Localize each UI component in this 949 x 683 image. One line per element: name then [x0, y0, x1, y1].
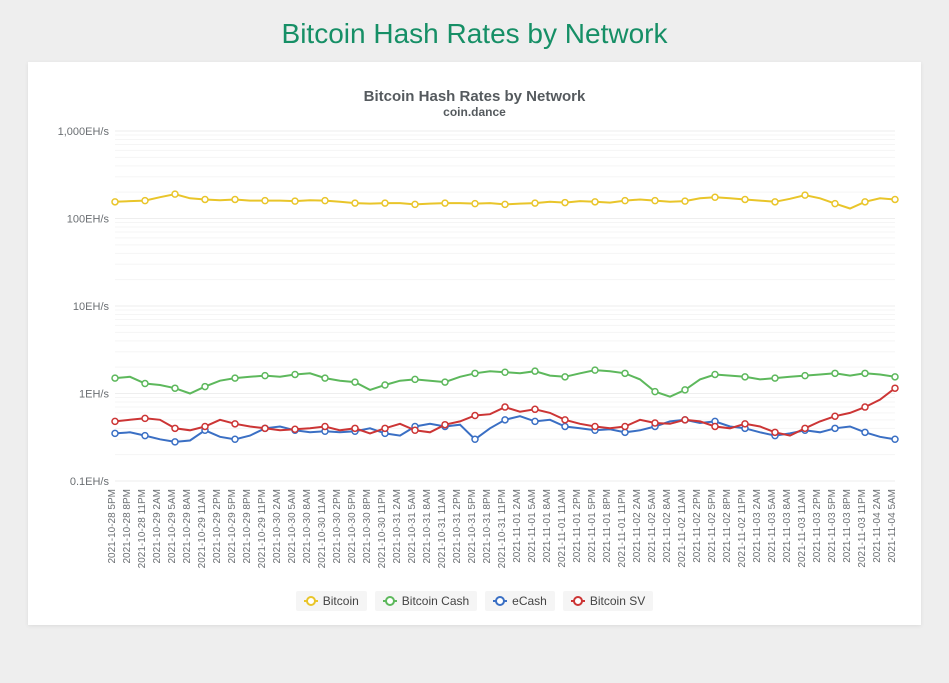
x-axis-label: 2021-11-03 5AM	[767, 489, 778, 563]
x-axis-label: 2021-10-31 8AM	[422, 489, 433, 564]
x-axis-label: 2021-11-01 5AM	[527, 489, 538, 563]
x-axis-label: 2021-11-03 8AM	[782, 489, 793, 563]
x-axis-label: 2021-10-28 5PM	[107, 489, 118, 564]
legend-swatch	[304, 600, 318, 602]
x-axis-label: 2021-11-04 2AM	[872, 489, 883, 563]
legend-label: eCash	[512, 594, 547, 608]
x-axis-label: 2021-10-29 5AM	[167, 489, 178, 564]
x-axis-label: 2021-11-03 2PM	[812, 489, 823, 563]
x-axis-label: 2021-10-31 5AM	[407, 489, 418, 564]
x-axis-label: 2021-11-02 2AM	[632, 489, 643, 563]
x-axis-label: 2021-10-29 2AM	[152, 489, 163, 564]
chart-card: Bitcoin Hash Rates by Network coin.dance…	[28, 62, 921, 625]
x-axis-label: 2021-11-02 5AM	[647, 489, 658, 563]
legend-item-bitcoin-cash[interactable]: Bitcoin Cash	[375, 591, 477, 611]
x-axis-label: 2021-10-31 2AM	[392, 489, 403, 564]
y-axis-label: 1EH/s	[79, 389, 109, 401]
x-axis-label: 2021-10-30 11AM	[317, 489, 328, 568]
legend-label: Bitcoin Cash	[402, 594, 469, 608]
x-axis-label: 2021-11-01 8AM	[542, 489, 553, 563]
x-axis-label: 2021-10-31 2PM	[452, 489, 463, 564]
x-axis-label: 2021-10-30 2AM	[272, 489, 283, 564]
x-axis-label: 2021-10-29 5PM	[227, 489, 238, 564]
x-axis-label: 2021-11-01 11PM	[617, 489, 628, 568]
x-axis-label: 2021-11-02 8PM	[722, 489, 733, 563]
legend-swatch	[571, 600, 585, 602]
legend-item-bitcoin-sv[interactable]: Bitcoin SV	[563, 591, 653, 611]
x-axis-label: 2021-10-31 5PM	[467, 489, 478, 564]
x-axis-label: 2021-11-03 8PM	[842, 489, 853, 563]
x-axis-label: 2021-11-01 2AM	[512, 489, 523, 563]
page-title: Bitcoin Hash Rates by Network	[0, 18, 949, 50]
legend-label: Bitcoin	[323, 594, 359, 608]
hashrate-chart: 0.1EH/s 1EH/s 10EH/s 100EH/s 1,000EH/s 2021-1…	[51, 125, 899, 585]
chart-title: Bitcoin Hash Rates by Network	[50, 88, 899, 105]
legend-swatch	[383, 600, 397, 602]
x-axis-label: 2021-10-30 8AM	[302, 489, 313, 564]
chart-subtitle: coin.dance	[50, 105, 899, 119]
y-axis-label: 100EH/s	[66, 214, 109, 226]
x-axis-label: 2021-11-02 8AM	[662, 489, 673, 563]
x-axis-label: 2021-11-03 11AM	[797, 489, 808, 568]
x-axis-label: 2021-11-03 5PM	[827, 489, 838, 563]
x-axis-label: 2021-10-28 8PM	[122, 489, 133, 564]
x-axis-label: 2021-10-29 8PM	[242, 489, 253, 564]
x-axis-label: 2021-11-02 11AM	[677, 489, 688, 568]
chart-legend: Bitcoin Bitcoin Cash eCash Bitcoin SV	[50, 591, 899, 611]
x-axis-label: 2021-11-01 8PM	[602, 489, 613, 563]
x-axis-label: 2021-11-02 2PM	[692, 489, 703, 563]
x-axis-label: 2021-11-02 11PM	[737, 489, 748, 568]
x-axis-label: 2021-10-30 8PM	[362, 489, 373, 564]
x-axis-label: 2021-11-03 11PM	[857, 489, 868, 568]
legend-item-bitcoin[interactable]: Bitcoin	[296, 591, 367, 611]
x-axis-label: 2021-10-30 11PM	[377, 489, 388, 568]
x-axis-label: 2021-10-31 11PM	[497, 489, 508, 568]
legend-item-ecash[interactable]: eCash	[485, 591, 555, 611]
x-axis-label: 2021-10-31 8PM	[482, 489, 493, 564]
x-axis-label: 2021-10-30 5PM	[347, 489, 358, 564]
x-axis-label: 2021-10-29 2PM	[212, 489, 223, 564]
y-axis-label: 1,000EH/s	[57, 126, 109, 138]
legend-label: Bitcoin SV	[590, 594, 645, 608]
x-axis-label: 2021-10-31 11AM	[437, 489, 448, 568]
x-axis-label: 2021-10-29 8AM	[182, 489, 193, 564]
x-axis-label: 2021-10-30 2PM	[332, 489, 343, 564]
y-axis-label: 0.1EH/s	[69, 476, 109, 488]
x-axis-label: 2021-11-01 11AM	[557, 489, 568, 568]
x-axis-label: 2021-10-28 11PM	[137, 489, 148, 568]
x-axis-label: 2021-11-04 5AM	[887, 489, 898, 563]
x-axis-label: 2021-10-30 5AM	[287, 489, 298, 564]
y-axis-label: 10EH/s	[72, 301, 109, 313]
x-axis-label: 2021-11-02 5PM	[707, 489, 718, 563]
legend-swatch	[493, 600, 507, 602]
x-axis-label: 2021-11-03 2AM	[752, 489, 763, 563]
x-axis-label: 2021-10-29 11PM	[257, 489, 268, 568]
x-axis-label: 2021-10-29 11AM	[197, 489, 208, 568]
x-axis-label: 2021-11-01 2PM	[572, 489, 583, 563]
x-axis-label: 2021-11-01 5PM	[587, 489, 598, 563]
